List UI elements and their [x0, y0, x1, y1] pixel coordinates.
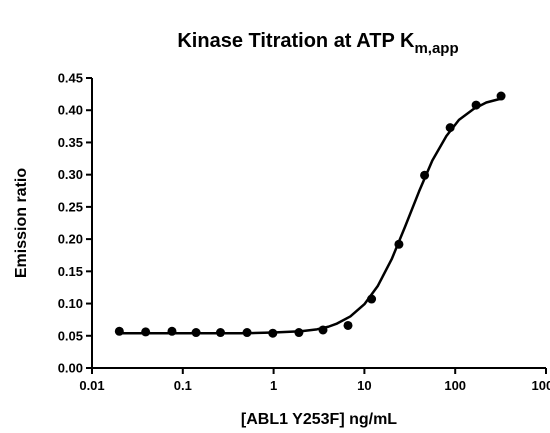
y-tick-label: 0.00 [58, 361, 83, 376]
data-point [343, 320, 353, 330]
x-tick-label: 1 [270, 378, 277, 393]
x-tick-label: 0.01 [79, 378, 104, 393]
y-tick-label: 0.25 [58, 199, 83, 214]
data-point [367, 294, 377, 304]
data-point [114, 326, 124, 336]
y-tick-label: 0.45 [58, 71, 83, 86]
data-point [496, 91, 506, 101]
x-tick-label: 10 [357, 378, 371, 393]
y-axis-label: Emission ratio [13, 168, 30, 278]
y-tick-label: 0.40 [58, 103, 83, 118]
data-point [318, 325, 328, 335]
y-tick-label: 0.20 [58, 232, 83, 247]
x-axis-label: [ABL1 Y253F] ng/mL [241, 411, 397, 428]
data-point [294, 328, 304, 338]
data-point [141, 327, 151, 337]
data-point [471, 100, 481, 110]
y-tick-label: 0.05 [58, 328, 83, 343]
data-point [394, 239, 404, 249]
data-point [191, 328, 201, 338]
chart-title: Kinase Titration at ATP Km,app [177, 30, 458, 57]
y-tick-label: 0.30 [58, 167, 83, 182]
y-tick-label: 0.35 [58, 135, 83, 150]
y-tick-label: 0.15 [58, 264, 83, 279]
title-main: Kinase Titration at ATP K [177, 30, 415, 52]
x-tick-label: 1000 [532, 378, 550, 393]
fit-curve [119, 97, 502, 335]
data-point [268, 328, 278, 338]
data-point [445, 123, 455, 133]
data-point [215, 328, 225, 338]
data-point [242, 328, 252, 338]
y-tick-label: 0.10 [58, 296, 83, 311]
x-tick-label: 100 [444, 378, 466, 393]
x-tick-label: 0.1 [174, 378, 192, 393]
data-point [420, 170, 430, 180]
title-subscript: m,app [414, 40, 458, 57]
data-point [167, 326, 177, 336]
